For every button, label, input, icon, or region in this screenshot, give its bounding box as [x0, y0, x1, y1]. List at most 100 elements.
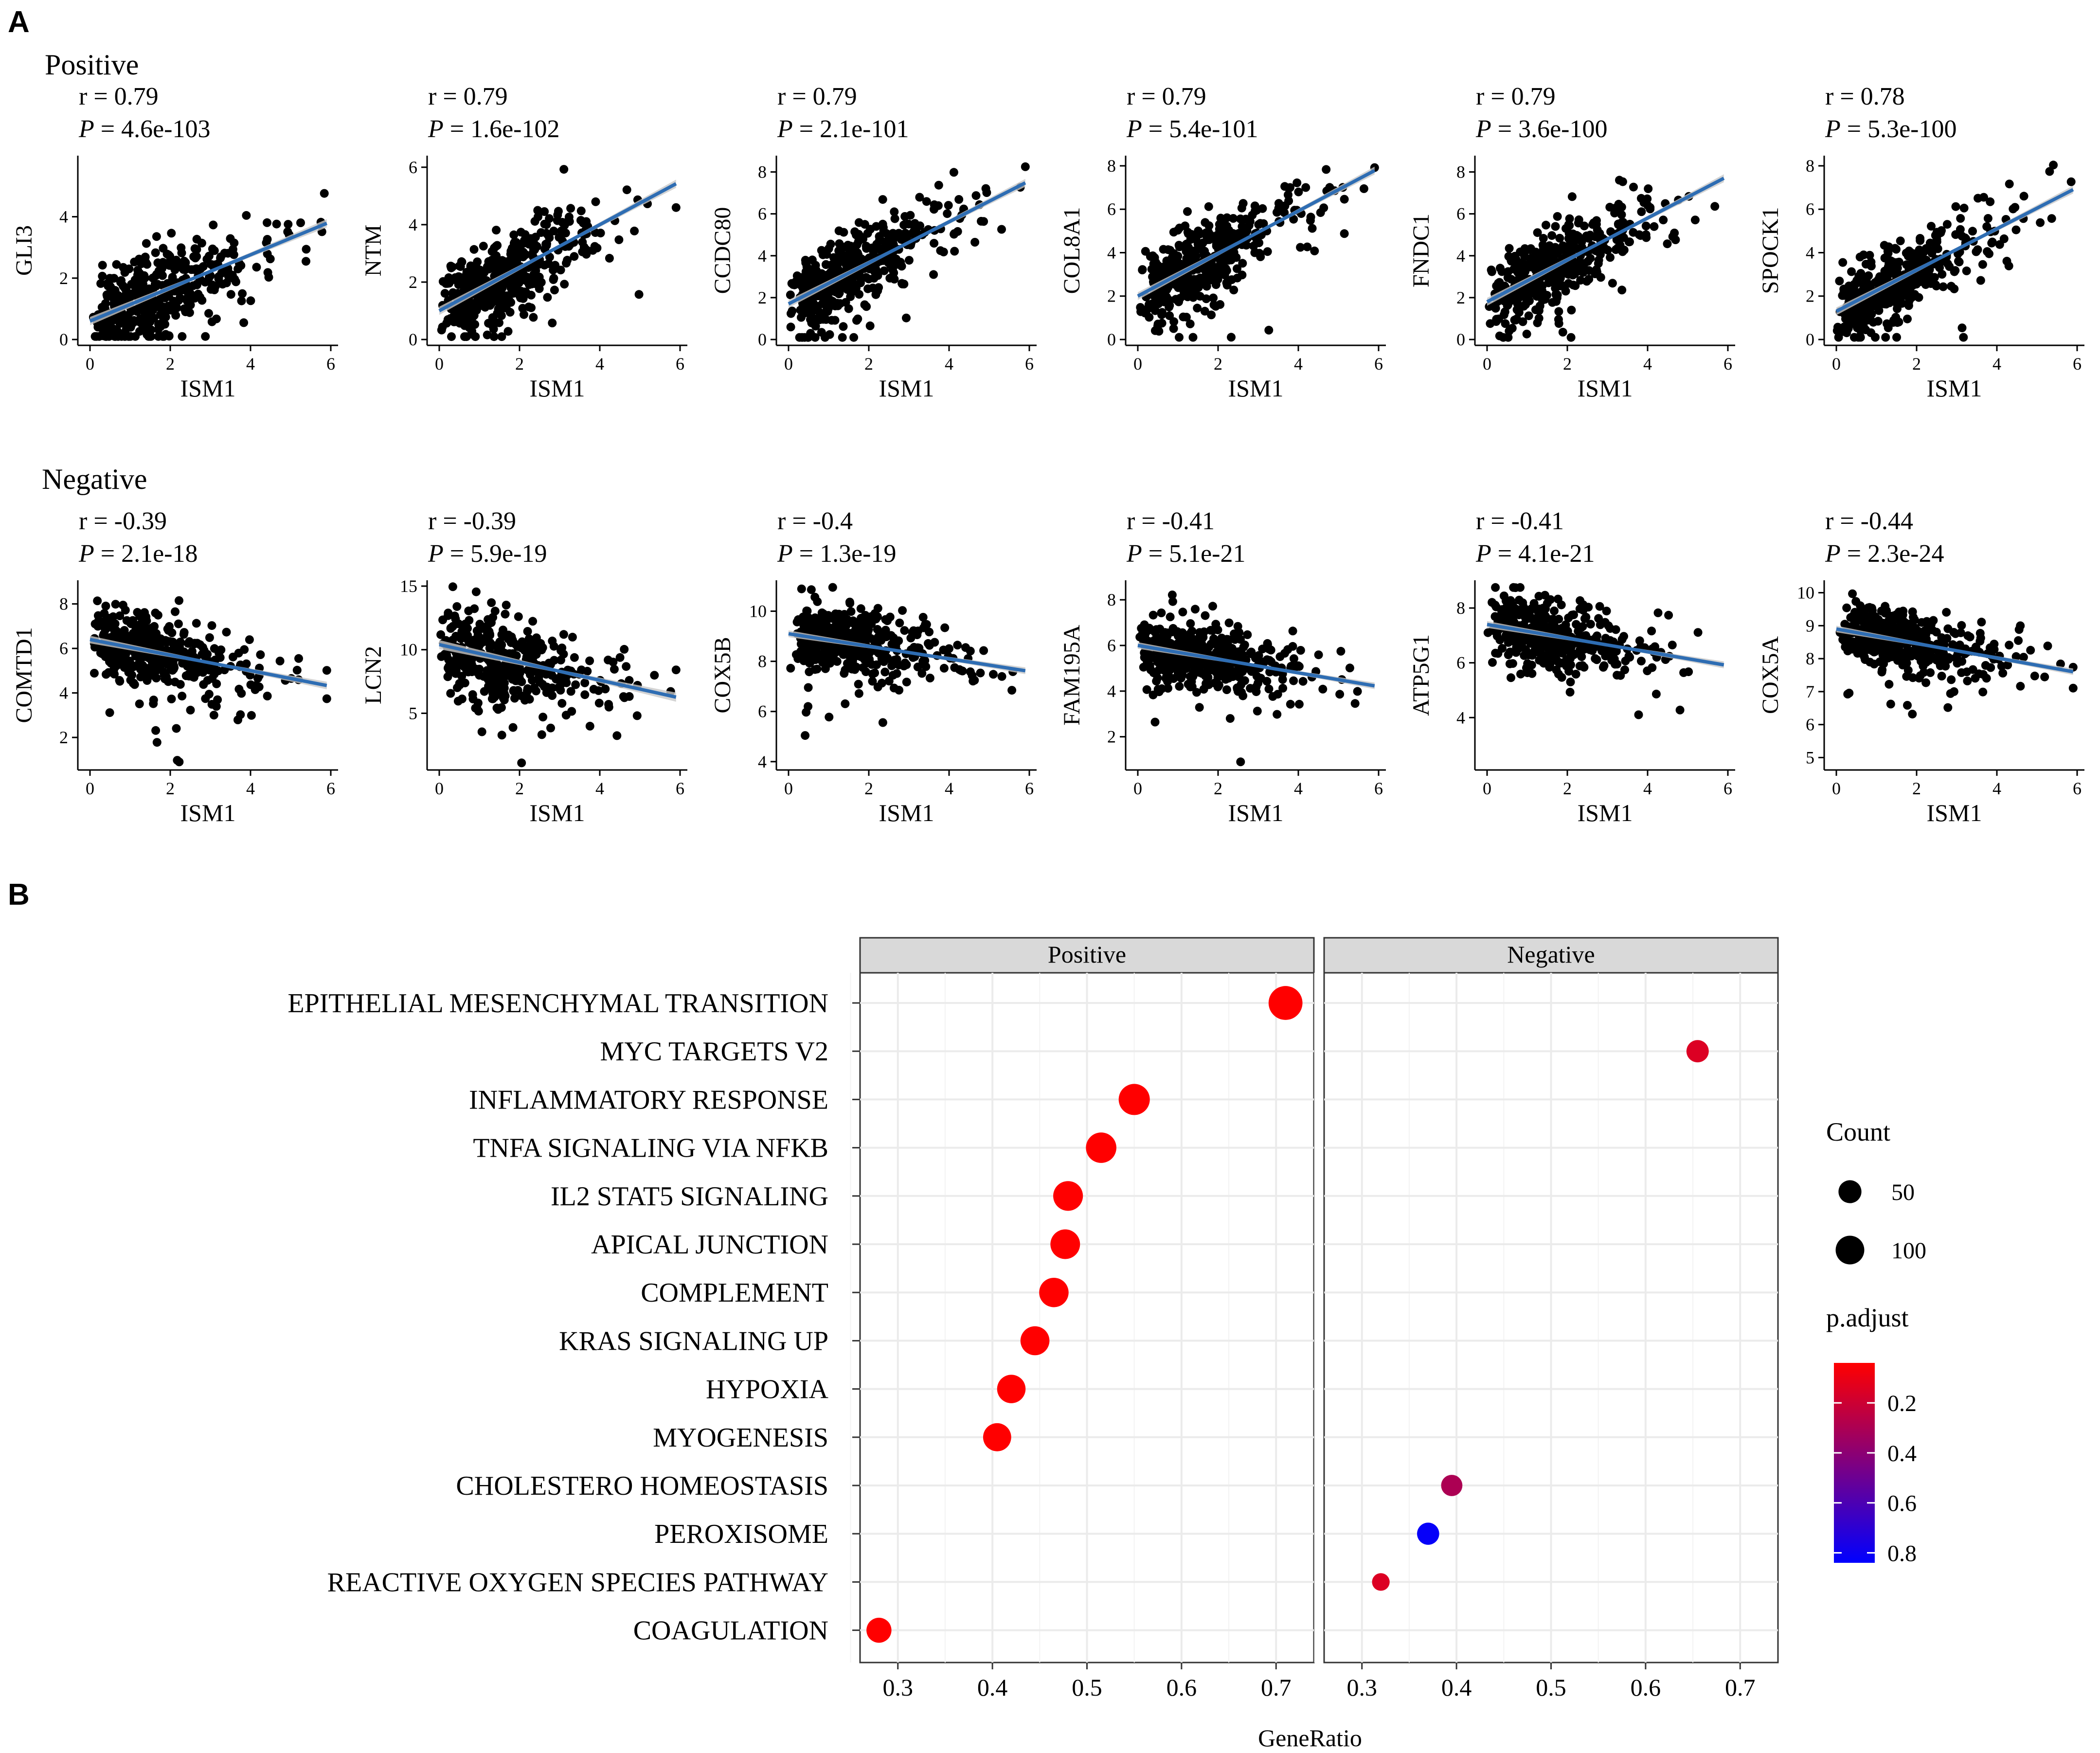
data-point — [1556, 658, 1565, 667]
data-point — [216, 645, 226, 654]
x-tick-label: 0 — [86, 779, 94, 798]
data-point — [1216, 300, 1225, 309]
data-point — [205, 633, 214, 642]
data-point — [114, 291, 123, 300]
x-tick-label: 0 — [86, 354, 94, 374]
data-point — [134, 290, 143, 300]
data-point — [1195, 703, 1204, 712]
data-point — [1298, 677, 1308, 686]
data-point — [1614, 219, 1623, 229]
data-point — [671, 665, 681, 675]
data-point — [2066, 177, 2076, 186]
data-point — [1554, 319, 1563, 328]
data-point — [1591, 633, 1600, 643]
x-tick-label: 4 — [246, 354, 255, 374]
x-tick-label: 6 — [326, 779, 335, 798]
data-point — [1959, 333, 1968, 342]
data-point — [528, 249, 537, 258]
regression-line — [1835, 188, 2074, 313]
data-point — [141, 663, 150, 673]
data-point — [806, 315, 815, 324]
data-point — [128, 616, 137, 625]
data-point — [1933, 231, 1942, 240]
data-point — [1564, 270, 1573, 279]
data-point — [1565, 688, 1575, 697]
data-point — [559, 630, 568, 639]
p-value: P = 2.1e-101 — [777, 115, 909, 143]
data-point — [562, 259, 571, 268]
data-point — [245, 635, 254, 644]
data-point — [898, 606, 907, 615]
data-point — [1191, 605, 1200, 614]
data-point — [493, 288, 503, 298]
data-point — [1854, 271, 1864, 281]
data-point — [497, 640, 506, 649]
data-point — [1185, 319, 1195, 328]
data-point — [925, 674, 934, 682]
data-point — [143, 676, 152, 685]
data-point — [492, 226, 501, 235]
data-point — [615, 653, 625, 662]
data-point — [106, 289, 115, 298]
data-point — [860, 220, 869, 229]
data-point — [1596, 273, 1605, 282]
data-point — [863, 284, 873, 293]
data-point — [632, 711, 642, 720]
data-point — [149, 696, 158, 705]
data-point — [1951, 230, 1960, 239]
data-point — [110, 669, 119, 679]
data-point — [239, 318, 249, 327]
data-point — [1188, 333, 1198, 342]
data-point — [1505, 244, 1514, 253]
p-value-text: = 4.6e-103 — [94, 115, 211, 143]
data-point — [879, 266, 889, 275]
data-point — [1178, 608, 1187, 617]
data-point — [1983, 214, 1992, 223]
data-point — [807, 307, 816, 317]
data-point — [534, 674, 543, 682]
x-axis-label: ISM1 — [1228, 375, 1284, 402]
data-point — [1890, 244, 1900, 253]
y-tick-label: 4 — [1806, 243, 1814, 262]
data-point — [233, 264, 243, 273]
data-point — [1200, 306, 1209, 316]
data-point — [561, 711, 571, 720]
data-point — [272, 219, 281, 229]
data-point — [205, 273, 214, 282]
data-point — [840, 669, 849, 678]
data-point — [955, 665, 964, 674]
data-point — [612, 731, 622, 740]
data-point — [226, 290, 235, 299]
data-point — [485, 681, 494, 691]
data-point — [1508, 323, 1517, 333]
data-point — [1254, 651, 1263, 660]
data-point — [113, 658, 123, 667]
data-point — [1252, 672, 1261, 681]
data-point — [1242, 226, 1252, 235]
data-point — [1518, 317, 1527, 326]
p-value: P = 5.1e-21 — [1126, 540, 1246, 568]
data-point — [1849, 289, 1859, 299]
data-point — [1580, 259, 1589, 268]
data-point — [1862, 275, 1871, 284]
data-point — [136, 620, 145, 629]
x-tick-label: 0 — [784, 354, 793, 374]
data-point — [192, 619, 201, 628]
data-point — [1545, 662, 1554, 672]
data-point — [1212, 240, 1221, 249]
data-point — [152, 232, 161, 241]
data-point — [620, 693, 629, 702]
y-tick-label: 8 — [1456, 162, 1465, 182]
data-point — [1554, 307, 1563, 316]
data-point — [861, 619, 870, 628]
y-tick-label: 0 — [409, 330, 417, 349]
data-point — [803, 607, 812, 616]
p-value-text: = 2.1e-18 — [94, 540, 198, 568]
data-point — [604, 655, 613, 664]
x-axis-label: ISM1 — [879, 799, 934, 826]
data-point — [180, 265, 190, 274]
data-point — [939, 663, 949, 673]
